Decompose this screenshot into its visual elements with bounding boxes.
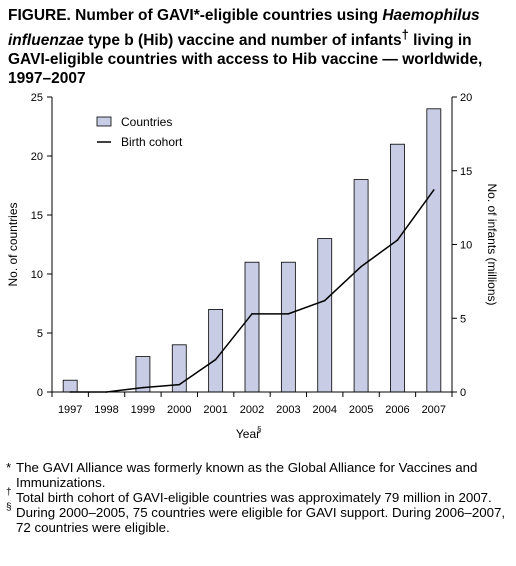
x-tick-label-2000: 2000: [167, 404, 191, 416]
y-left-tick-label-20: 20: [31, 151, 43, 163]
legend-label-countries: Countries: [121, 115, 172, 129]
birth-cohort-point-2004: [323, 299, 326, 302]
y-left-tick-label-10: 10: [31, 269, 43, 281]
chart: 0 5 10 15 20 25 0 5 10 15 20 1997 1998 1999 2000 2001 20…: [6, 92, 499, 441]
y-right-tick-label-5: 5: [460, 313, 466, 325]
x-tick-label-2006: 2006: [385, 404, 409, 416]
x-tick-label-2005: 2005: [349, 404, 373, 416]
bar-2005: [353, 179, 369, 393]
y-left-tick-label-0: 0: [37, 387, 43, 399]
bar-2003: [280, 261, 296, 393]
title-italic: Haemophilus influenzae: [8, 7, 480, 50]
y-left-tick-label-5: 5: [37, 328, 43, 340]
footnote-3: § During 2000–2005, 75 countries were eli…: [6, 502, 506, 535]
birth-cohort-point-2005: [360, 265, 362, 268]
birth-cohort-point-2002: [251, 313, 253, 315]
x-tick-label-2003: 2003: [276, 404, 300, 416]
bar-2007: [426, 108, 442, 393]
title-text-1: Number of GAVI*-eligible countries using: [70, 7, 383, 24]
title-text-3: living in GAVI-eligible countries with a…: [8, 32, 483, 88]
bar-2001: [208, 308, 224, 393]
y-right-tick-label-15: 15: [460, 166, 472, 178]
birth-cohort-point-2007: [433, 189, 435, 191]
footnote-mark-3: §: [6, 502, 12, 513]
footnote-2: † Total birth cohort of GAVI-eligible cou…: [6, 487, 506, 505]
footnote-mark-1: *: [6, 460, 12, 475]
x-tick-label-2007: 2007: [422, 404, 446, 416]
y-right-tick-label-0: 0: [460, 387, 466, 399]
bar-2006: [390, 143, 405, 393]
figure-title: FIGURE. Number of GAVI*-eligible countri…: [8, 6, 508, 88]
footnote-text-3: During 2000–2005, 75 countries were elig…: [16, 505, 506, 535]
x-tick-label-2001: 2001: [203, 404, 227, 416]
footnote-1: * The GAVI Alliance was formerly known as…: [6, 460, 506, 490]
y-right-tick-label-10: 10: [460, 240, 472, 252]
birth-cohort-point-2006: [396, 239, 399, 241]
legend-label-birth-cohort: Birth cohort: [121, 135, 183, 149]
x-axis-title-mark: §: [257, 425, 261, 434]
title-dagger: †: [401, 27, 409, 42]
bar-1997: [62, 379, 78, 393]
figure-label: FIGURE.: [8, 7, 71, 24]
birth-cohort-point-1997: [69, 391, 71, 393]
birth-cohort-point-2000: [178, 383, 181, 386]
footnote-text-1: The GAVI Alliance was formerly known as …: [16, 460, 478, 490]
title-text-2: type b (Hib) vaccine and number of infan…: [83, 32, 402, 50]
y-left-tick-label-15: 15: [31, 210, 43, 222]
y-right-tick-label-20: 20: [460, 92, 472, 104]
footnote-text-2: Total birth cohort of GAVI-eligible coun…: [16, 490, 492, 505]
birth-cohort-point-1999: [142, 386, 144, 389]
x-tick-label-1998: 1998: [94, 404, 118, 416]
birth-cohort-point-2001: [214, 358, 217, 361]
bar-2004: [317, 238, 333, 393]
x-tick-label-1999: 1999: [131, 404, 155, 416]
x-axis-title: Year: [236, 427, 260, 441]
birth-cohort-point-1998: [105, 391, 108, 393]
bar-2002: [244, 261, 260, 393]
y-axis-right-title: No. of infants (millions): [485, 183, 499, 305]
x-tick-label-2004: 2004: [312, 404, 336, 416]
y-left-tick-label-25: 25: [31, 92, 43, 104]
footnote-mark-2: †: [6, 487, 12, 498]
y-axis-left-title: No. of countries: [6, 202, 20, 286]
footnotes: * The GAVI Alliance was formerly known as…: [6, 460, 506, 535]
birth-cohort-point-2003: [287, 313, 290, 315]
legend-bar-swatch: [96, 116, 112, 127]
x-tick-label-2002: 2002: [240, 404, 264, 416]
x-tick-label-1997: 1997: [58, 404, 82, 416]
